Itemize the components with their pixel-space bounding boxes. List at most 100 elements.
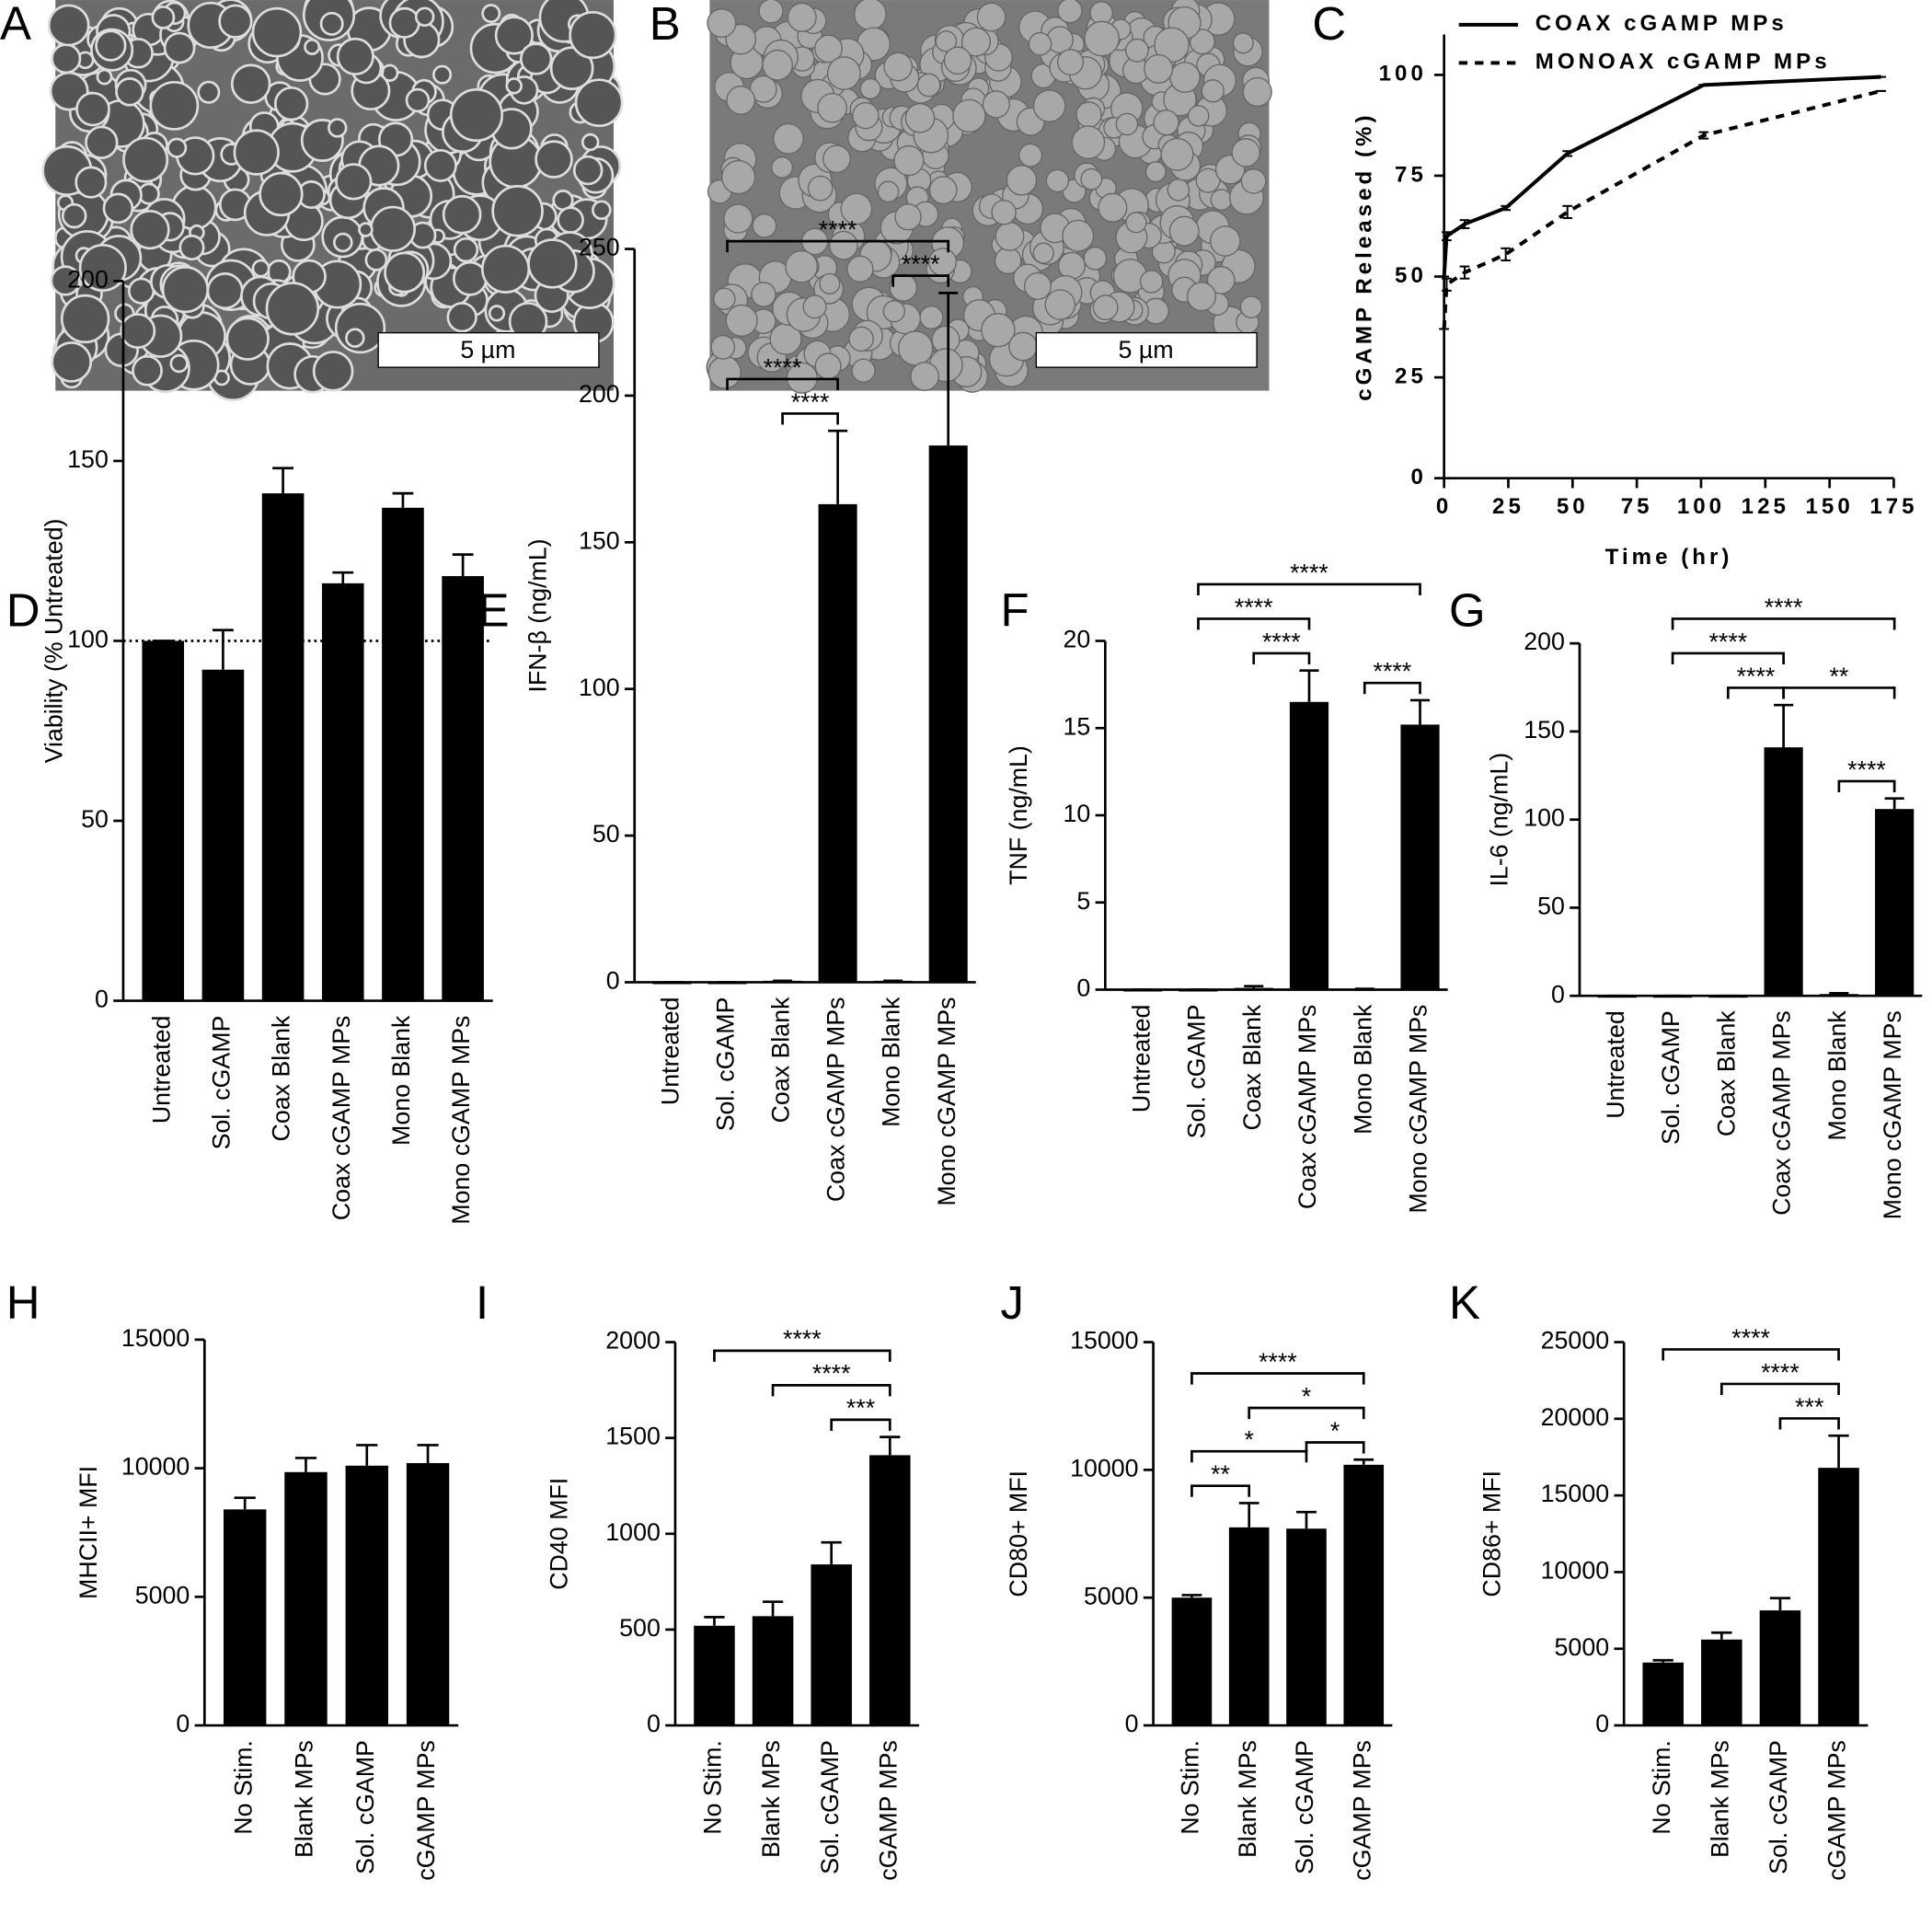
error-bar xyxy=(1442,231,1452,242)
x-tick-label: Coax cGAMP MPs xyxy=(1768,1010,1796,1216)
particle xyxy=(481,4,501,24)
x-tick-label: Mono cGAMP MPs xyxy=(933,997,960,1206)
particle xyxy=(982,90,1010,119)
x-tick-label: 75 xyxy=(1621,494,1653,519)
y-axis-label: CD80+ MFI xyxy=(1005,1470,1032,1597)
y-axis-label: IFN-β (ng/mL) xyxy=(524,538,552,692)
particle xyxy=(1083,246,1108,271)
significance-label: **** xyxy=(764,353,802,381)
particle xyxy=(405,87,431,113)
particle xyxy=(251,6,303,58)
particle xyxy=(442,194,482,235)
panel-letter: G xyxy=(1449,583,1486,636)
particle xyxy=(1080,167,1103,190)
error-bar xyxy=(1501,247,1512,262)
particle xyxy=(814,34,843,63)
particle xyxy=(319,11,344,36)
y-tick-label: 25000 xyxy=(1541,1327,1609,1355)
y-tick-label: 2000 xyxy=(605,1327,661,1355)
particle xyxy=(149,80,200,131)
x-tick-label: Untreated xyxy=(1602,1010,1629,1119)
particle xyxy=(919,305,944,330)
significance-label: ** xyxy=(1829,663,1848,690)
error-bar xyxy=(392,491,414,508)
particle xyxy=(707,7,737,39)
panel-letter: B xyxy=(650,0,681,50)
particle xyxy=(1057,0,1083,24)
significance-bracket xyxy=(1305,1441,1365,1454)
particle xyxy=(1169,62,1201,93)
error-bar xyxy=(332,571,354,583)
significance-label: **** xyxy=(1737,663,1776,690)
particle xyxy=(572,155,604,186)
bar xyxy=(142,640,185,1001)
bar xyxy=(201,669,245,1001)
particle xyxy=(432,64,453,85)
particle xyxy=(345,328,365,348)
x-tick-label: Blank MPs xyxy=(1706,1740,1733,1858)
particle xyxy=(75,166,108,199)
x-tick-label: Mono Blank xyxy=(878,997,905,1127)
y-tick-label: 200 xyxy=(1524,628,1565,655)
x-tick-label: Coax Blank xyxy=(268,1015,295,1141)
particle xyxy=(581,133,600,152)
x-tick-label: 0 xyxy=(1436,494,1452,519)
particle xyxy=(122,136,169,183)
particle xyxy=(1057,48,1085,76)
x-tick-label: Blank MPs xyxy=(757,1740,785,1858)
particle xyxy=(233,129,280,176)
particle xyxy=(1187,105,1210,127)
sem-image-b: 5 µm xyxy=(706,0,1272,394)
particle xyxy=(50,265,81,296)
bar xyxy=(1875,809,1915,997)
particle xyxy=(1032,242,1054,264)
particle xyxy=(230,63,271,104)
x-tick-label: Coax Blank xyxy=(1238,1004,1266,1130)
particle xyxy=(1239,295,1263,318)
particle xyxy=(51,43,82,75)
significance-label: **** xyxy=(902,250,940,278)
significance-label: **** xyxy=(1262,628,1301,655)
x-tick-label: Untreated xyxy=(1127,1005,1155,1113)
error-bar xyxy=(1884,797,1904,810)
particle xyxy=(304,38,321,55)
error-bar xyxy=(213,628,234,670)
significance-label: **** xyxy=(1709,628,1748,655)
particle xyxy=(762,49,793,81)
x-tick-label: Mono Blank xyxy=(1349,1004,1376,1135)
y-tick-label: 10000 xyxy=(1541,1557,1609,1585)
panel-letter: K xyxy=(1449,1276,1480,1329)
error-bar xyxy=(1353,1458,1374,1465)
bar xyxy=(1764,747,1803,997)
error-bar xyxy=(704,1616,725,1626)
y-tick-label: 50 xyxy=(592,820,620,847)
particle xyxy=(1160,137,1194,171)
y-tick-label: 100 xyxy=(579,674,620,701)
particle xyxy=(1092,294,1119,321)
significance-bracket xyxy=(1719,1382,1840,1395)
particle xyxy=(449,87,504,143)
particle xyxy=(1115,112,1139,136)
particle xyxy=(120,313,156,350)
x-tick-label: Coax Blank xyxy=(767,997,795,1123)
error-bar xyxy=(1698,131,1709,140)
x-tick-label: Untreated xyxy=(657,997,684,1106)
x-tick-label: cGAMP MPs xyxy=(412,1740,440,1881)
particle xyxy=(85,125,119,159)
significance-bracket xyxy=(1671,651,1785,664)
particle xyxy=(707,355,742,389)
significance-label: **** xyxy=(819,216,857,244)
particle xyxy=(163,31,196,64)
panel-letter: D xyxy=(6,583,40,636)
particle xyxy=(773,122,804,155)
particle xyxy=(725,304,758,337)
x-tick-label: Mono cGAMP MPs xyxy=(447,1016,475,1225)
sem-image-a: 5 µm xyxy=(41,0,624,402)
particle xyxy=(167,137,188,158)
significance-bracket xyxy=(1782,686,1896,699)
bar xyxy=(1400,724,1440,990)
y-tick-label: 20 xyxy=(1063,626,1090,653)
panel-letter: J xyxy=(1001,1276,1024,1329)
y-tick-label: 15 xyxy=(1063,712,1090,740)
